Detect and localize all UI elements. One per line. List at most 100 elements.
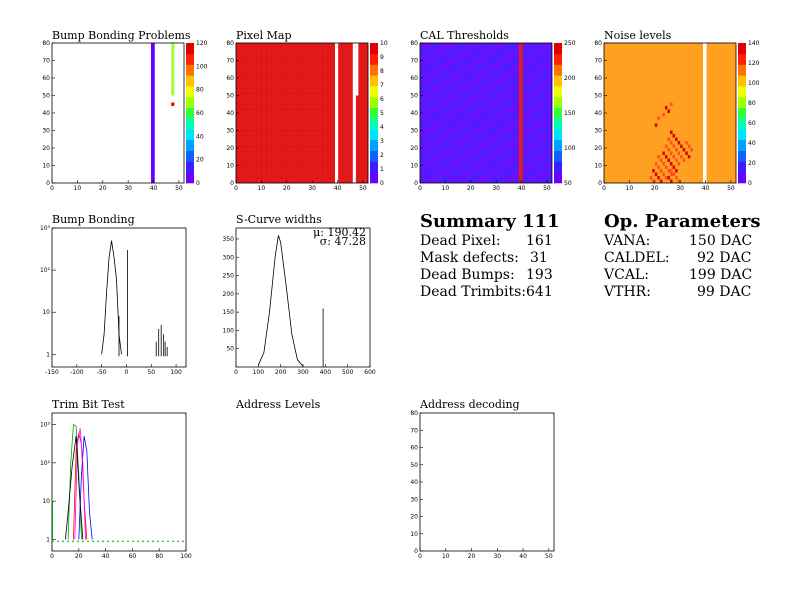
noise-map-hot-cell: [654, 172, 658, 176]
cal-map-cell: [430, 127, 436, 134]
cal-map-colorbar-label: 100: [564, 145, 576, 152]
cal-map-cell: [425, 43, 431, 50]
cal-map-cell: [496, 155, 502, 162]
cal-map-cell: [521, 155, 527, 162]
cal-map-cell: [455, 92, 461, 99]
pixel-map-xtick-label: 0: [234, 185, 238, 192]
cal-map-cell: [486, 57, 492, 64]
op-params-title: Op. Parameters: [604, 211, 761, 232]
cal-map-cell: [420, 176, 426, 183]
cal-map-cell: [501, 176, 507, 183]
noise-map-hot-cell: [677, 179, 681, 183]
cal-map-cell: [506, 162, 512, 169]
cal-map-cell: [465, 57, 471, 64]
cal-map-cell: [521, 99, 527, 106]
trim-xtick-label: 80: [155, 553, 163, 560]
cal-map-cell: [445, 162, 451, 169]
pixel-map-empty-column: [335, 43, 339, 183]
cal-map-cell: [501, 155, 507, 162]
cal-map-cell: [511, 71, 517, 78]
cal-map-cell: [445, 92, 451, 99]
pixel-map-colorbar-label: 10: [380, 40, 388, 47]
bump-map-frame: [51, 42, 185, 184]
cal-map-cell: [480, 71, 486, 78]
noise-map-colorbar-swatch: [738, 161, 746, 173]
noise-map-hot-cell: [675, 137, 678, 141]
cal-map-cell: [445, 120, 451, 127]
cal-map-cell: [450, 99, 456, 106]
bump-map-ytick-label: 40: [42, 110, 50, 117]
cal-map-cell: [445, 85, 451, 92]
cal-map-cell: [496, 43, 502, 50]
cal-map-cell: [536, 50, 542, 57]
cal-map-cell: [531, 71, 537, 78]
bump-hist-xtick-label: 50: [147, 369, 155, 376]
noise-map-hot-cell: [670, 141, 673, 145]
cal-map-cell: [420, 148, 426, 155]
noise-levels-title: Noise levels: [604, 29, 672, 42]
bump-hist-title: Bump Bonding: [52, 213, 135, 226]
cal-map-cell: [425, 85, 431, 92]
trim-xtick-label: 100: [180, 553, 192, 560]
cal-map-cell: [455, 120, 461, 127]
noise-map-hot-cell: [675, 148, 678, 152]
bump-hist-xtick-label: 100: [170, 369, 182, 376]
bump-map-ytick-label: 0: [46, 180, 50, 187]
cal-map-cell: [546, 99, 552, 106]
cal-map-colorbar-swatch: [554, 75, 562, 87]
cal-map-cell: [491, 92, 497, 99]
cal-map-cell: [450, 127, 456, 134]
noise-map-hot-cell: [664, 165, 668, 169]
cal-map-cell: [511, 106, 517, 113]
noise-map-hot-cell: [667, 169, 670, 173]
cal-map-cell: [521, 148, 527, 155]
pixel-map-colorbar-label: 5: [380, 110, 384, 117]
pixel-map-ytick-label: 0: [230, 180, 234, 187]
scurve-series: [257, 235, 304, 367]
cal-map-xtick-label: 40: [518, 185, 526, 192]
cal-map-cell: [470, 43, 476, 50]
cal-map-cell: [531, 106, 537, 113]
bump-map-xtick-label: 20: [99, 185, 107, 192]
bump-hist-xtick-label: -100: [70, 369, 84, 376]
cal-map-cell: [546, 106, 552, 113]
cal-map-cell: [470, 141, 476, 148]
cal-map-cell: [506, 106, 512, 113]
cal-map-cell: [430, 50, 436, 57]
cal-map-cell: [496, 134, 502, 141]
cal-map-colorbar-swatch: [554, 129, 562, 141]
noise-map-hot-cell: [677, 162, 681, 166]
cal-map-cell: [521, 85, 527, 92]
address-decoding-title: Address decoding: [420, 398, 520, 411]
noise-map-hot-cell: [687, 144, 691, 148]
cal-map-cell: [470, 162, 476, 169]
cal-map-cell: [420, 113, 426, 120]
cal-map-cell: [531, 176, 537, 183]
pixel-map-xtick-label: 40: [334, 185, 342, 192]
scurve-xtick-label: 600: [364, 369, 376, 376]
noise-map-hot-cell: [664, 106, 668, 110]
noise-map-hot-cell: [672, 155, 676, 159]
cal-map-cell: [491, 141, 497, 148]
cal-map-cell: [521, 71, 527, 78]
trim-xtick-label: 40: [102, 553, 110, 560]
trim-xtick-label: 0: [50, 553, 54, 560]
cal-map-cell: [435, 148, 441, 155]
cal-map-cell: [440, 155, 446, 162]
cal-map-cell: [475, 162, 481, 169]
cal-map-cell: [511, 57, 517, 64]
cal-map-cell: [496, 176, 502, 183]
bump-map-xtick-label: 50: [175, 185, 183, 192]
cal-map-cell: [501, 127, 507, 134]
cal-map-cell: [435, 43, 441, 50]
pixel-map-colorbar-label: 1: [380, 166, 384, 173]
cal-map-cell: [511, 92, 517, 99]
cal-map-cell: [521, 120, 527, 127]
cal-map-cell: [536, 134, 542, 141]
cal-map-cell: [486, 127, 492, 134]
cal-map-cell: [546, 78, 552, 85]
noise-map-hot-cell: [654, 162, 658, 166]
cal-map-cell: [440, 169, 446, 176]
cal-map-cell: [455, 71, 461, 78]
noise-map-colorbar-label: 140: [748, 40, 760, 47]
